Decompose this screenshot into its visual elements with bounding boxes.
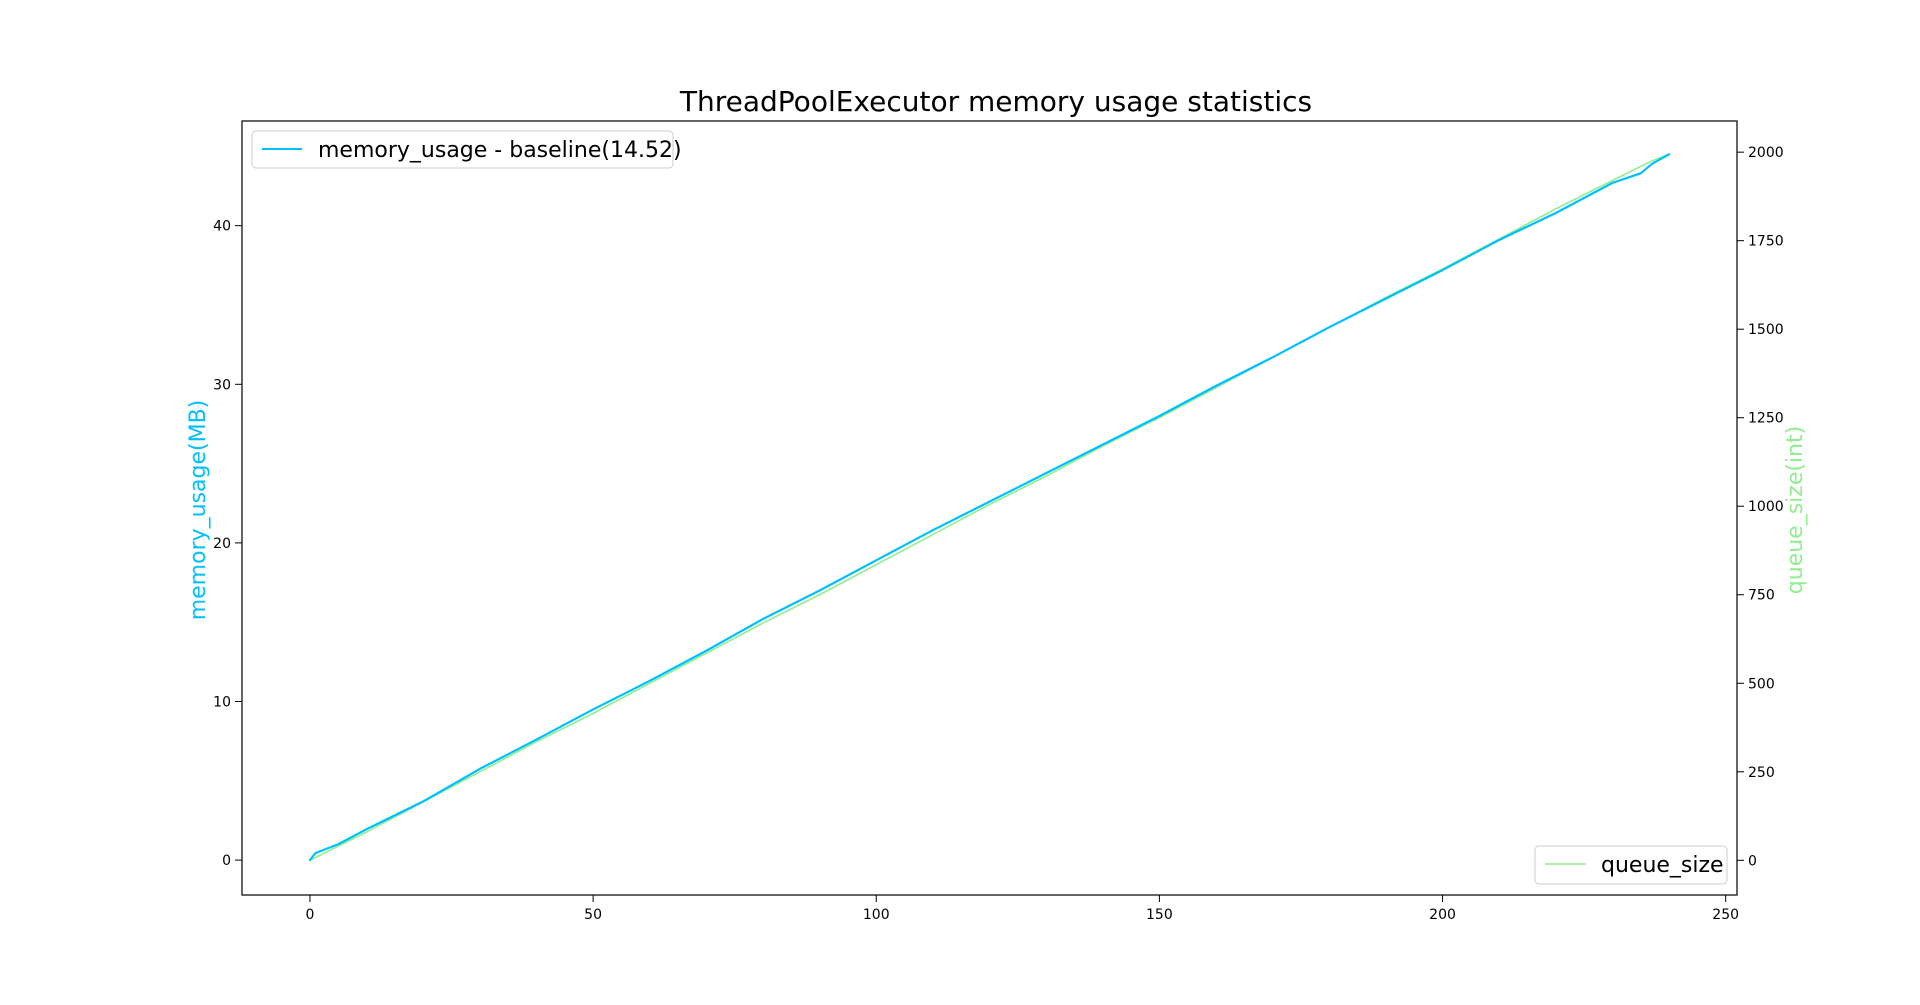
left-y-tick-label: 10 [213, 695, 231, 711]
x-tick-label: 150 [1146, 907, 1173, 923]
right-y-tick-label: 0 [1748, 853, 1757, 869]
left-y-tick-label: 30 [213, 377, 231, 393]
right-y-tick-label: 750 [1748, 588, 1775, 604]
plot-frame [241, 120, 1738, 896]
x-tick-label: 200 [1429, 907, 1456, 923]
axis-ticks: 0 50 100 150 200 250 0 10 20 30 40 0 250 500 750 1000 12… [213, 145, 1783, 923]
series-line-queue-size [309, 153, 1670, 862]
left-y-tick-label: 40 [213, 219, 231, 235]
legend-memory-usage: memory_usage - baseline(14.52) [251, 130, 682, 169]
left-y-tick-label: 20 [213, 536, 231, 552]
x-tick-label: 0 [305, 907, 314, 923]
legend-queue-size-label: queue_size [1601, 853, 1724, 878]
chart-title: ThreadPoolExecutor memory usage statisti… [679, 85, 1312, 118]
right-y-tick-label: 1500 [1748, 322, 1784, 338]
legend-queue-size-box [1534, 845, 1728, 885]
right-y-tick-label: 250 [1748, 765, 1775, 781]
left-y-tick-label: 0 [222, 853, 231, 869]
legend-queue-size: queue_size [1534, 845, 1728, 885]
right-y-tick-label: 2000 [1748, 145, 1784, 161]
x-tick-label: 250 [1712, 907, 1739, 923]
x-tick-label: 50 [584, 907, 602, 923]
right-y-tick-label: 1000 [1748, 499, 1784, 515]
right-y-tick-label: 500 [1748, 676, 1775, 692]
right-y-tick-label: 1750 [1748, 234, 1784, 250]
legend-memory-usage-box [251, 130, 674, 169]
series-line-memory-usage [308, 153, 1671, 862]
right-y-tick-label: 1250 [1748, 411, 1784, 427]
right-axis-label: queue_size(int) [1783, 426, 1808, 594]
legend-memory-usage-label: memory_usage - baseline(14.52) [318, 138, 682, 163]
series-lines [308, 153, 1671, 862]
x-tick-label: 100 [863, 907, 890, 923]
left-axis-label: memory_usage(MB) [186, 400, 211, 621]
